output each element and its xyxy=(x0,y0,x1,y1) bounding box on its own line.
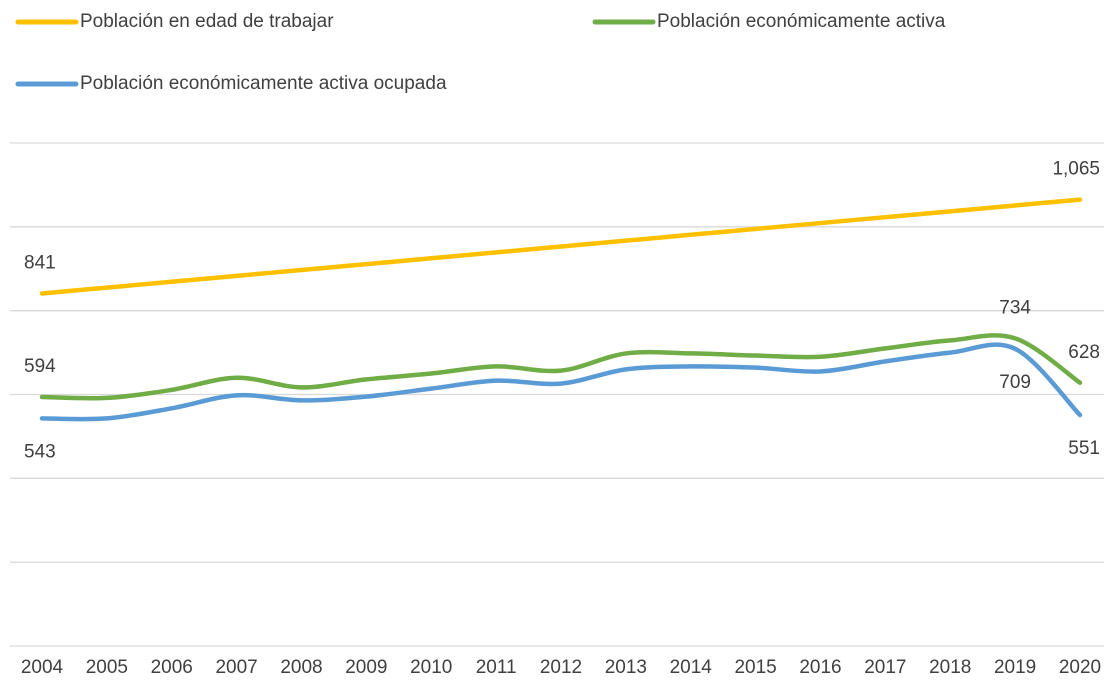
data-label: 551 xyxy=(1068,438,1100,459)
x-tick-label: 2010 xyxy=(410,657,452,678)
x-tick-label: 2020 xyxy=(1059,657,1101,678)
data-label: 594 xyxy=(24,356,56,377)
data-label: 1,065 xyxy=(1052,159,1100,180)
legend-label: Población económicamente activa ocupada xyxy=(80,73,447,94)
x-tick-label: 2018 xyxy=(929,657,971,678)
x-tick-label: 2009 xyxy=(345,657,387,678)
x-tick-label: 2006 xyxy=(151,657,193,678)
data-label: 709 xyxy=(999,372,1031,393)
legend-label: Población económicamente activa xyxy=(657,11,946,32)
data-label: 734 xyxy=(999,297,1031,318)
data-label: 628 xyxy=(1068,342,1100,363)
x-tick-label: 2007 xyxy=(215,657,257,678)
x-tick-label: 2013 xyxy=(605,657,647,678)
series-line xyxy=(39,197,1083,296)
x-tick-label: 2017 xyxy=(864,657,906,678)
x-tick-label: 2014 xyxy=(670,657,713,678)
x-tick-label: 2011 xyxy=(476,657,517,678)
x-tick-label: 2016 xyxy=(799,657,841,678)
x-tick-label: 2019 xyxy=(994,657,1036,678)
x-tick-label: 2008 xyxy=(280,657,322,678)
data-label: 543 xyxy=(24,441,56,462)
legend-label: Población en edad de trabajar xyxy=(80,11,334,32)
data-label: 841 xyxy=(24,252,56,273)
series-line xyxy=(39,333,1083,401)
x-tick-label: 2012 xyxy=(540,657,582,678)
x-tick-label: 2015 xyxy=(734,657,776,678)
x-tick-label: 2004 xyxy=(21,657,64,678)
series-line xyxy=(39,342,1083,422)
x-tick-label: 2005 xyxy=(86,657,128,678)
